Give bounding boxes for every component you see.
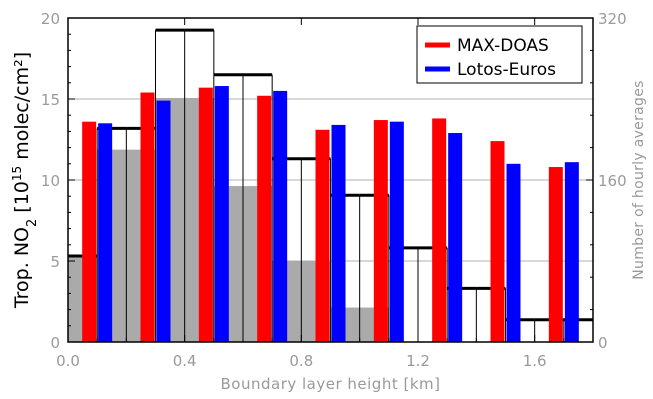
axis-ticks: 0.0 0.4 0.8 1.2 1.6 0 5 10 15 20 0 160 320 xyxy=(41,10,627,370)
lotos-euros-bar-3 xyxy=(273,90,288,343)
max-doas-bar-1 xyxy=(140,92,155,343)
max-doas-bar-2 xyxy=(198,87,213,342)
y-left-label-prefix: Trop. NO xyxy=(11,227,33,309)
no2-bars xyxy=(82,86,579,343)
lotos-euros-bar-5 xyxy=(389,121,404,343)
y-left-label-sub: 2 xyxy=(25,219,40,227)
y-left-tick-label-2: 10 xyxy=(41,172,60,190)
lotos-euros-bar-4 xyxy=(331,124,346,342)
legend-box xyxy=(416,25,583,84)
max-doas-bar-3 xyxy=(257,95,272,342)
lotos-euros-bar-8 xyxy=(564,162,579,342)
x-tick-label-4: 1.6 xyxy=(523,352,547,370)
max-doas-bar-8 xyxy=(548,167,563,342)
y-axis-right-label: Number of hourly averages xyxy=(631,80,647,279)
x-tick-label-3: 1.2 xyxy=(406,352,430,370)
y-left-label-suffix: molec/cm²] xyxy=(11,52,33,166)
max-doas-bar-4 xyxy=(315,129,330,342)
max-doas-bar-7 xyxy=(490,141,505,342)
lotos-euros-bar-0 xyxy=(98,123,113,342)
y-left-label-sup: 15 xyxy=(10,166,24,181)
y-left-tick-label-1: 5 xyxy=(50,253,60,271)
lotos-euros-bar-1 xyxy=(156,100,171,343)
max-doas-bar-5 xyxy=(373,120,388,342)
y-right-tick-label-0: 0 xyxy=(598,334,608,352)
max-doas-bar-0 xyxy=(82,121,97,343)
legend: MAX-DOAS Lotos-Euros xyxy=(416,25,583,84)
legend-label-max-doas: MAX-DOAS xyxy=(457,36,549,56)
y-left-tick-label-4: 20 xyxy=(41,10,60,28)
legend-label-lotos-euros: Lotos-Euros xyxy=(457,60,556,80)
lotos-euros-bar-7 xyxy=(506,163,521,342)
lotos-euros-bar-2 xyxy=(214,86,229,342)
y-axis-left-label: Trop. NO2 [1015 molec/cm²] xyxy=(10,52,40,309)
y-left-tick-label-3: 15 xyxy=(41,91,60,109)
x-axis-label: Boundary layer height [km] xyxy=(221,375,441,393)
y-left-label-mid: [10 xyxy=(11,181,33,219)
lotos-euros-bar-6 xyxy=(448,133,463,342)
y-right-tick-label-1: 160 xyxy=(598,172,627,190)
x-tick-label-1: 0.4 xyxy=(173,352,197,370)
y-left-tick-label-0: 0 xyxy=(50,334,60,352)
x-tick-label-2: 0.8 xyxy=(289,352,313,370)
max-doas-bar-6 xyxy=(432,118,447,342)
y-right-tick-label-2: 320 xyxy=(598,10,627,28)
x-tick-label-0: 0.0 xyxy=(56,352,80,370)
